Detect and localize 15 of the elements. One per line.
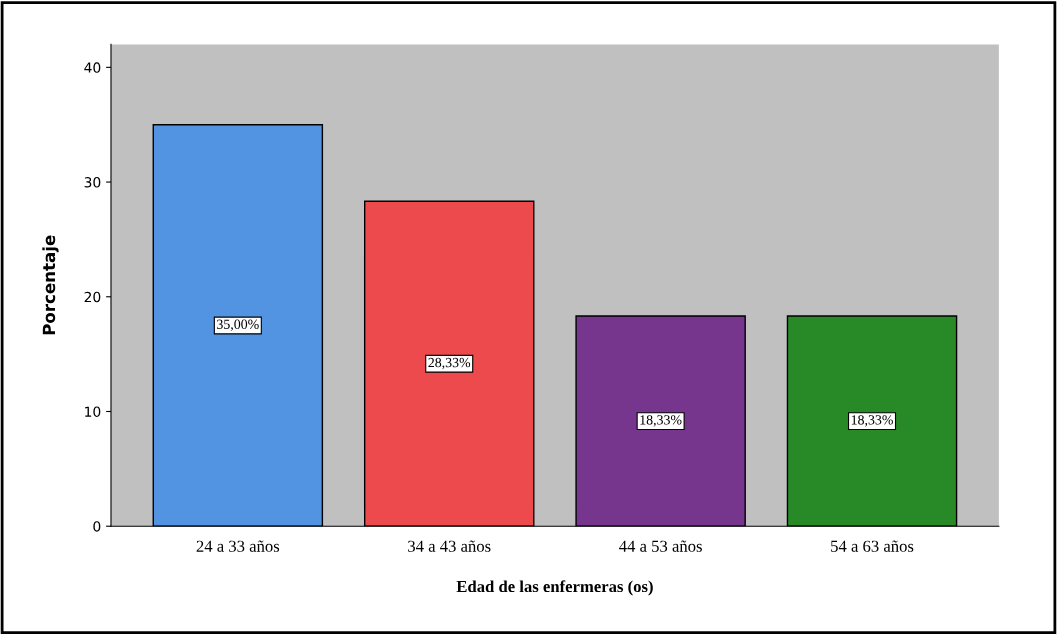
x-tick-label: 44 a 53 años — [619, 540, 702, 552]
y-tick-label: 10 — [85, 406, 101, 417]
y-tick-label: 20 — [84, 291, 101, 303]
x-axis-title: Edad de las enfermeras (os) — [456, 580, 653, 596]
x-tick-label: 24 a 33 años — [196, 540, 280, 552]
x-tick-label: 54 a 63 años — [831, 540, 914, 552]
y-tick-label: 0 — [93, 521, 101, 532]
data-label: 28,33% — [428, 357, 471, 370]
data-label: 18,33% — [851, 415, 893, 427]
data-label: 35,00% — [217, 319, 259, 331]
x-tick-label: 34 a 43 años — [408, 540, 491, 552]
data-label: 18,33% — [640, 415, 682, 427]
y-axis-title: Porcentaje — [42, 235, 59, 335]
y-tick-label: 40 — [84, 62, 101, 73]
y-tick-label: 30 — [84, 177, 101, 188]
